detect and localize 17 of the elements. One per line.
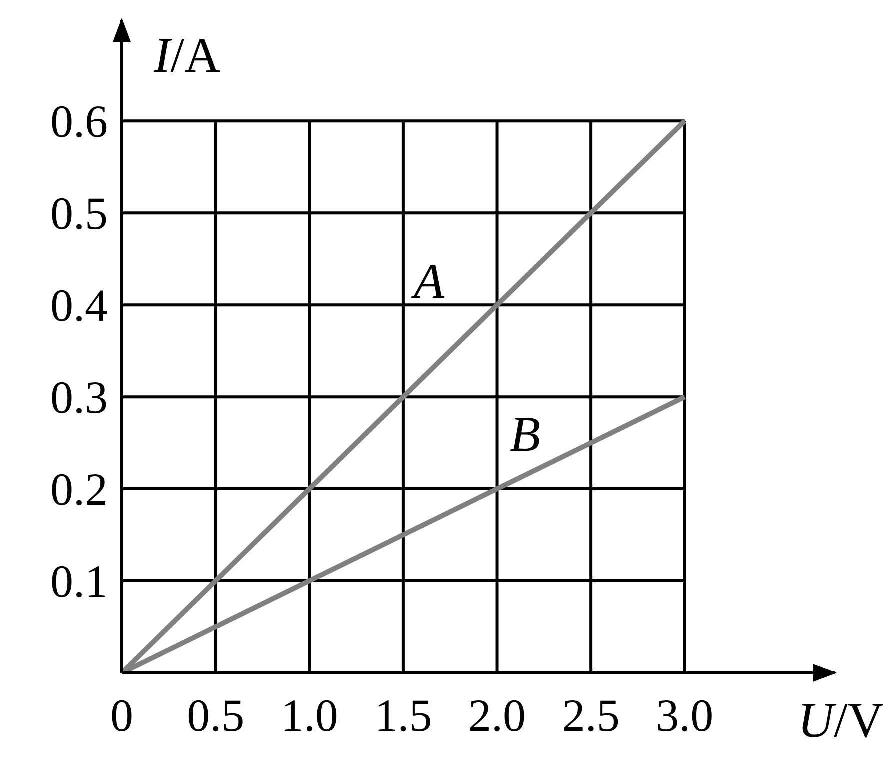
y-tick-label: 0.3: [50, 372, 108, 424]
y-tick-label: 0.5: [50, 188, 108, 240]
x-tick-label: 2.5: [562, 690, 620, 741]
series-label: B: [510, 406, 541, 462]
x-tick-label: 2.0: [468, 690, 526, 741]
x-axis-title: U/V: [798, 692, 884, 748]
y-tick-label: 0.2: [50, 464, 108, 516]
x-tick-label: 3.0: [656, 690, 714, 741]
x-tick-label: 1.5: [374, 690, 432, 741]
x-tick-label: 0.5: [187, 690, 245, 741]
y-tick-label: 0.6: [50, 96, 108, 148]
y-tick-label: 0.1: [50, 556, 108, 608]
series-label: A: [410, 253, 445, 310]
x-tick-label: 1.0: [280, 690, 338, 741]
y-axis-title: I/A: [153, 27, 221, 83]
x-tick-label: 0: [110, 690, 134, 741]
y-tick-label: 0.4: [50, 280, 108, 332]
